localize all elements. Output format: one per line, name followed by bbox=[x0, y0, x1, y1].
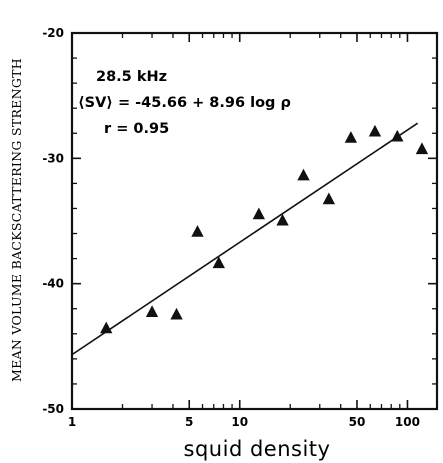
data-point-triangle bbox=[252, 207, 266, 220]
labels-layer: 28.5 kHz ⟨SV⟩ = -45.66 + 8.96 log ρ r = … bbox=[9, 58, 330, 461]
x-tick-label: 10 bbox=[231, 415, 248, 429]
y-axis-label: MEAN VOLUME BACKSCATTERING STRENGTH bbox=[9, 58, 24, 382]
data-point-triangle bbox=[322, 192, 336, 205]
y-tick-label: -40 bbox=[42, 277, 64, 291]
annotation-correlation: r = 0.95 bbox=[104, 121, 169, 137]
data-point-triangle bbox=[100, 321, 113, 334]
x-tick-label: 100 bbox=[395, 415, 420, 429]
data-point-triangle bbox=[212, 256, 225, 269]
axes-layer bbox=[70, 31, 439, 411]
data-point-triangle bbox=[297, 168, 310, 181]
data-point-triangle bbox=[170, 307, 183, 320]
data-point-triangle bbox=[391, 129, 404, 142]
y-tick-label: -20 bbox=[42, 26, 64, 40]
x-tick-label: 1 bbox=[68, 415, 76, 429]
y-tick-label: -30 bbox=[42, 151, 64, 165]
data-point-triangle bbox=[191, 225, 204, 237]
plot-frame bbox=[70, 31, 439, 411]
data-point-triangle bbox=[145, 305, 159, 318]
data-point-triangle bbox=[276, 213, 289, 226]
x-tick-label: 5 bbox=[185, 415, 193, 429]
regression-line bbox=[71, 122, 419, 356]
y-tick-label: -50 bbox=[42, 402, 64, 416]
x-tick-label: 50 bbox=[349, 415, 366, 429]
ticks-layer: 1 5 10 50 100 -20 -30 -40 -50 bbox=[42, 26, 437, 429]
x-axis-label: squid density bbox=[184, 437, 331, 461]
annotation-regression: ⟨SV⟩ = -45.66 + 8.96 log ρ bbox=[78, 95, 291, 111]
points-layer bbox=[100, 124, 429, 334]
annotation-frequency: 28.5 kHz bbox=[96, 69, 167, 85]
data-point-triangle bbox=[344, 131, 358, 143]
data-point-triangle bbox=[368, 124, 382, 137]
fit-layer bbox=[71, 122, 419, 356]
data-point-triangle bbox=[415, 142, 429, 155]
